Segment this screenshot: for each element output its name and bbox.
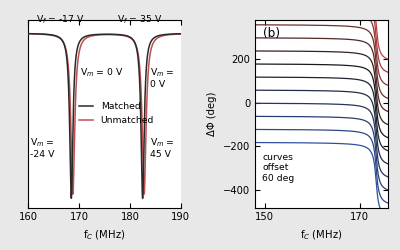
X-axis label: f$_C$ (MHz): f$_C$ (MHz)	[300, 228, 343, 241]
Text: V$_f$ = 35 V: V$_f$ = 35 V	[117, 13, 163, 26]
Legend: Matched, Unmatched: Matched, Unmatched	[76, 99, 158, 129]
Text: V$_f$ = -17 V: V$_f$ = -17 V	[36, 13, 84, 26]
X-axis label: f$_C$ (MHz): f$_C$ (MHz)	[83, 228, 126, 241]
Text: V$_m$ =
45 V: V$_m$ = 45 V	[150, 136, 175, 159]
Text: V$_m$ =
0 V: V$_m$ = 0 V	[150, 66, 175, 89]
Text: V$_m$ = 0 V: V$_m$ = 0 V	[80, 66, 124, 79]
Text: (b): (b)	[263, 28, 280, 40]
Text: curves
offset
60 deg: curves offset 60 deg	[262, 153, 294, 183]
Text: V$_m$ =
-24 V: V$_m$ = -24 V	[30, 136, 54, 159]
Y-axis label: ΔΦ (deg): ΔΦ (deg)	[208, 92, 218, 136]
